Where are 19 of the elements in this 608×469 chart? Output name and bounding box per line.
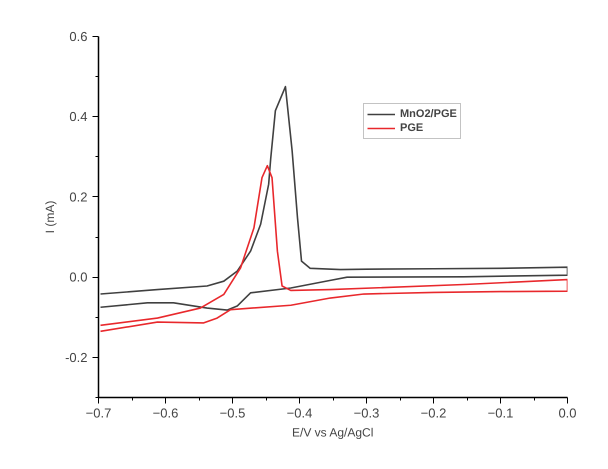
line-series xyxy=(100,86,568,311)
x-tick-label: −0.5 xyxy=(220,406,246,420)
y-tick-label: 0.6 xyxy=(69,29,88,44)
legend-label: PGE xyxy=(400,121,424,135)
y-tick-label: 0.0 xyxy=(69,270,88,285)
y-axis-title: I (mA) xyxy=(43,200,58,234)
x-tick-label: −0.7 xyxy=(86,406,112,420)
y-tick-label: -0.2 xyxy=(65,350,88,365)
x-axis-title: E/V vs Ag/AgCl xyxy=(292,426,374,440)
x-tick-label: 0.0 xyxy=(558,406,577,420)
x-tick-label: −0.4 xyxy=(286,406,312,420)
y-tick-label: 0.4 xyxy=(69,109,88,124)
x-tick-label: −0.1 xyxy=(488,406,514,420)
x-tick-label: −0.6 xyxy=(152,406,178,420)
legend-label: MnO2/PGE xyxy=(400,107,457,121)
x-tick-label: −0.2 xyxy=(420,406,446,420)
x-tick-label: −0.3 xyxy=(354,406,380,420)
y-tick-label: 0.2 xyxy=(69,189,88,204)
line-series xyxy=(100,164,568,332)
